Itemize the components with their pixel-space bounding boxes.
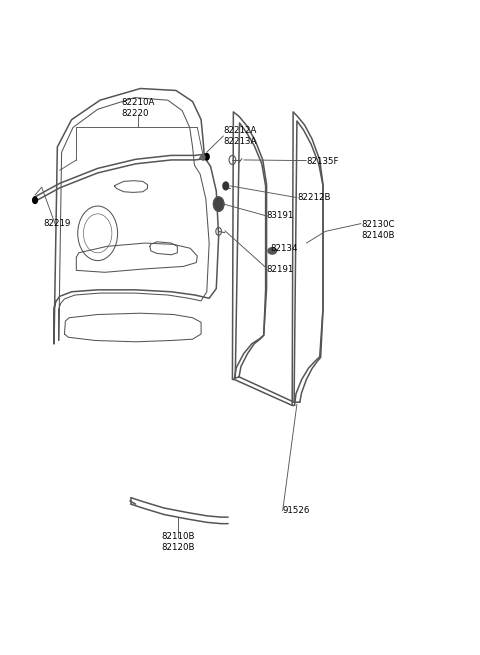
Ellipse shape: [268, 248, 276, 254]
Text: 82191: 82191: [266, 265, 293, 274]
Text: 82212B: 82212B: [297, 193, 330, 202]
Text: 91526: 91526: [283, 506, 310, 515]
Text: 82210A
82220: 82210A 82220: [121, 98, 155, 118]
Text: 82135F: 82135F: [306, 157, 339, 166]
Text: 82134: 82134: [271, 244, 299, 253]
Text: 82130C
82140B: 82130C 82140B: [361, 220, 395, 240]
Text: 82212A
82213A: 82212A 82213A: [223, 126, 257, 145]
Text: 82219: 82219: [43, 219, 71, 228]
Circle shape: [214, 197, 224, 212]
Text: 83191: 83191: [266, 212, 293, 220]
Circle shape: [223, 182, 228, 190]
Circle shape: [201, 155, 205, 160]
Text: 82110B
82120B: 82110B 82120B: [162, 532, 195, 552]
Circle shape: [33, 197, 37, 204]
Circle shape: [204, 153, 209, 160]
